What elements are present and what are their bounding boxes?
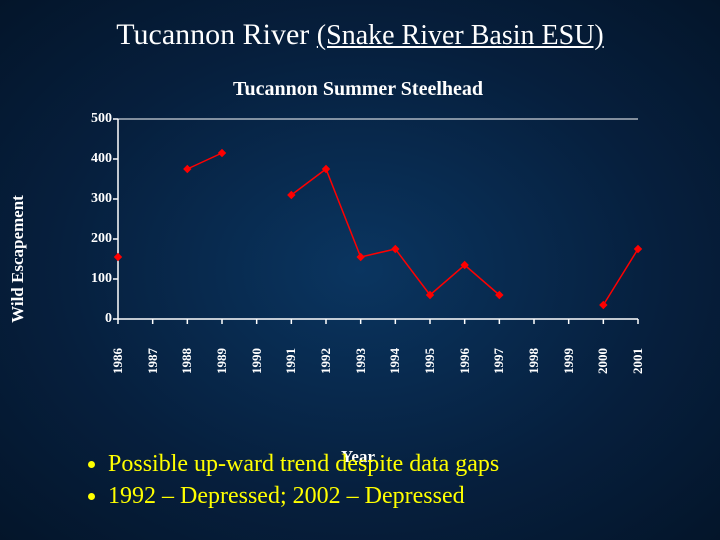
- slide-title: Tucannon River (Snake River Basin ESU): [0, 18, 720, 52]
- chart-svg: [78, 109, 648, 349]
- y-tick-label: 100: [78, 271, 112, 287]
- x-tick-label: 1987: [145, 348, 161, 374]
- title-sub: (Snake River Basin ESU): [317, 20, 604, 51]
- y-tick-label: 0: [78, 311, 112, 327]
- x-tick-label: 1993: [353, 348, 369, 374]
- slide: Tucannon River (Snake River Basin ESU) T…: [0, 0, 720, 540]
- y-tick-label: 300: [78, 191, 112, 207]
- y-tick-label: 200: [78, 231, 112, 247]
- y-axis-label: Wild Escapement: [8, 195, 28, 323]
- x-tick-label: 1989: [214, 348, 230, 374]
- x-tick-label: 1996: [457, 348, 473, 374]
- x-tick-label: 1997: [491, 348, 507, 374]
- title-main: Tucannon River: [116, 18, 309, 51]
- y-tick-label: 400: [78, 151, 112, 167]
- x-tick-label: 1992: [318, 348, 334, 374]
- x-tick-label: 1998: [526, 348, 542, 374]
- chart-title: Tucannon Summer Steelhead: [48, 78, 668, 101]
- x-tick-label: 1995: [422, 348, 438, 374]
- x-tick-label: 1991: [283, 348, 299, 374]
- x-tick-label: 2000: [595, 348, 611, 374]
- bullet-list: Possible up-ward trend despite data gaps…: [88, 448, 499, 513]
- x-tick-label: 1994: [387, 348, 403, 374]
- chart-container: Tucannon Summer Steelhead Wild Escapemen…: [48, 78, 668, 418]
- y-tick-label: 500: [78, 111, 112, 127]
- x-tick-label: 1988: [179, 348, 195, 374]
- x-tick-label: 1986: [110, 348, 126, 374]
- x-tick-label: 1990: [249, 348, 265, 374]
- x-tick-label: 2001: [630, 348, 646, 374]
- x-tick-label: 1999: [561, 348, 577, 374]
- bullet-item: 1992 – Depressed; 2002 – Depressed: [108, 480, 499, 512]
- bullet-item: Possible up-ward trend despite data gaps: [108, 448, 499, 480]
- plot-wrap: Wild Escapement Year 0100200300400500198…: [48, 109, 668, 409]
